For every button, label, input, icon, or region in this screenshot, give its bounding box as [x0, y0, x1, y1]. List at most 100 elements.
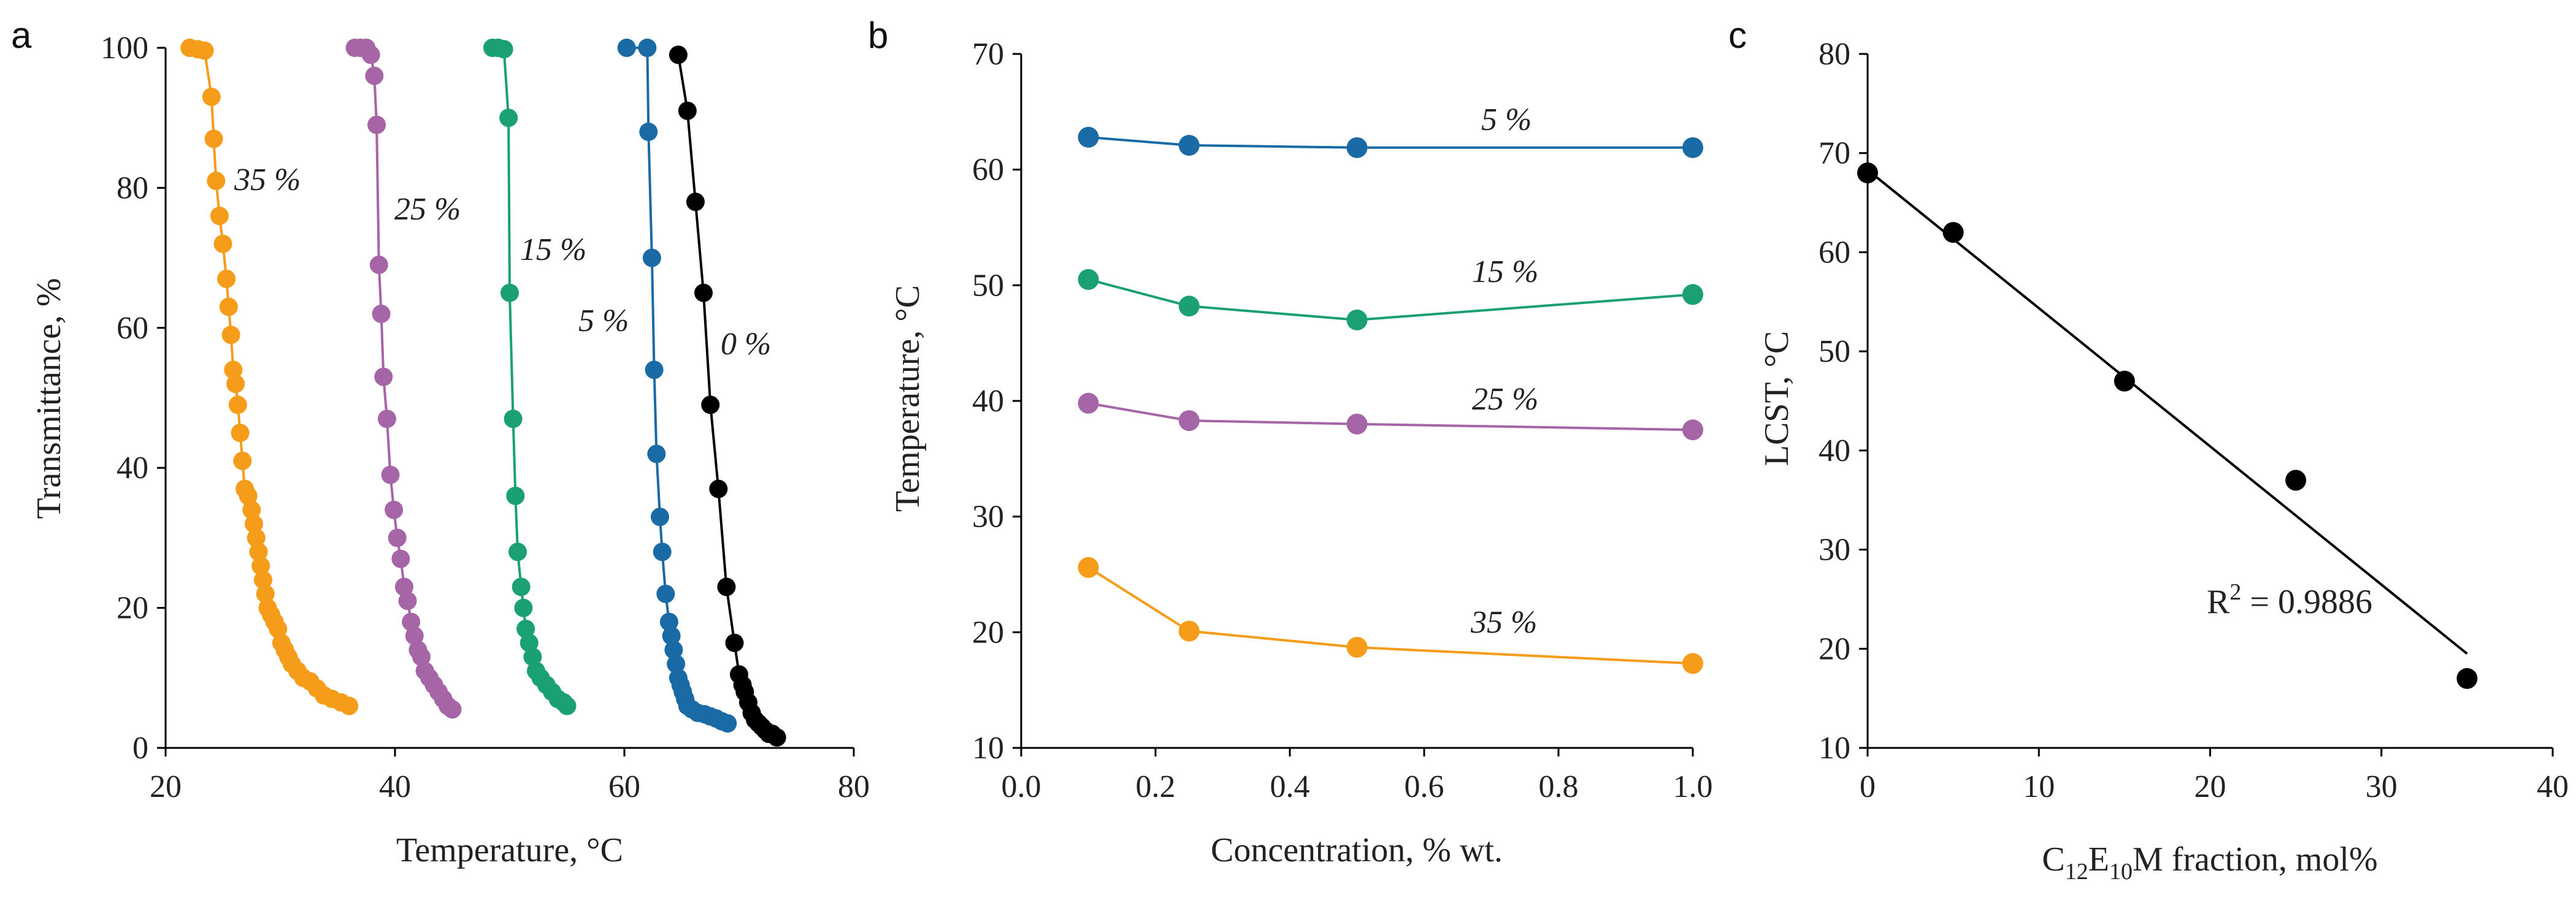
b-data-point: [1178, 410, 1200, 432]
a-data-point: [523, 647, 542, 666]
a-data-point: [516, 619, 535, 638]
a-data-point: [642, 248, 661, 267]
c-x-axis-label: C12E10M fraction, mol%: [2042, 840, 2377, 885]
a-data-point: [369, 256, 388, 275]
a-data-point: [219, 297, 238, 316]
a-data-point: [669, 45, 688, 64]
a-data-point: [650, 508, 669, 527]
a-data-point: [256, 584, 275, 603]
b-y-tick-label: 60: [972, 153, 1004, 188]
a-data-point: [210, 207, 229, 226]
c-y-axis-label: LCST, °C: [1758, 331, 1796, 467]
c-data-point: [2114, 370, 2135, 392]
chart-panel-b: 0.0 0.2 0.4 0.6 0.8 1.0 10 20 30 40 50 60 70 Concent…: [889, 37, 1713, 869]
a-data-point: [251, 557, 270, 576]
b-x-tick-label: 0.0: [1002, 769, 1041, 804]
a-data-point: [398, 592, 417, 611]
a-data-point: [514, 598, 533, 617]
panel-label-c: c: [1728, 15, 1747, 56]
c-x-tick-label: 40: [2537, 769, 2569, 804]
c-y-tick-label: 20: [1819, 631, 1850, 666]
a-data-point: [372, 304, 391, 323]
a-x-tick-label: 20: [150, 769, 182, 804]
a-data-point: [374, 367, 393, 386]
c-y-tick-label: 10: [1819, 731, 1850, 766]
b-series-label-35: 35 %: [1470, 605, 1537, 640]
a-data-point: [686, 192, 705, 211]
a-data-point: [202, 87, 221, 106]
a-data-point: [678, 101, 697, 120]
panel-label-a: a: [11, 15, 32, 56]
a-data-point: [249, 543, 268, 562]
a-y-tick-label: 40: [117, 451, 148, 486]
b-series-label-15: 15 %: [1472, 254, 1538, 289]
a-data-point: [662, 627, 681, 646]
a-y-axis-label: Transmittance, %: [30, 278, 68, 519]
b-data-point: [1346, 137, 1368, 158]
a-data-point: [361, 45, 380, 64]
b-data-point: [1346, 413, 1368, 435]
a-data-point: [221, 326, 240, 345]
a-data-point: [244, 514, 263, 533]
c-data-point: [1942, 222, 1964, 243]
b-data-point: [1078, 392, 1099, 414]
a-data-point: [656, 584, 675, 603]
a-x-tick-label: 60: [608, 769, 640, 804]
a-data-point: [767, 728, 786, 747]
a-data-point: [217, 269, 236, 288]
a-series-line-1: [355, 47, 453, 711]
a-data-point: [394, 577, 413, 596]
c-x-tick-label: 10: [2023, 769, 2055, 804]
a-data-point: [269, 619, 288, 638]
c-y-tick-label: 40: [1819, 433, 1850, 468]
a-data-point: [247, 528, 266, 547]
c-y-tick-label: 60: [1819, 235, 1850, 270]
a-data-point: [377, 410, 396, 429]
a-data-point: [402, 612, 421, 631]
c-y-tick-label: 30: [1819, 533, 1850, 568]
b-x-tick-label: 0.2: [1136, 769, 1176, 804]
a-data-point: [381, 465, 400, 484]
a-data-point: [233, 451, 252, 470]
a-y-tick-label: 80: [117, 170, 148, 205]
a-data-point: [242, 500, 261, 519]
c-data-point: [2285, 470, 2307, 491]
b-data-point: [1682, 419, 1703, 441]
a-data-point: [365, 66, 384, 85]
a-data-point: [499, 109, 518, 128]
a-series-label-35: 35 %: [234, 162, 301, 197]
a-data-point: [226, 375, 245, 394]
b-data-point: [1682, 137, 1703, 158]
a-data-point: [500, 283, 519, 302]
a-data-point: [405, 627, 424, 646]
b-series-line-3: [1087, 566, 1693, 665]
a-data-point: [412, 647, 431, 666]
panel-label-b: b: [868, 15, 888, 56]
a-data-point: [391, 549, 410, 568]
a-y-tick-label: 100: [101, 31, 148, 66]
c-trendline: [1866, 169, 2468, 655]
b-data-point: [1346, 309, 1368, 330]
a-y-tick-label: 20: [117, 591, 148, 626]
a-data-point: [647, 444, 666, 463]
a-data-point: [659, 612, 678, 631]
a-data-point: [638, 39, 657, 57]
a-data-point: [725, 633, 744, 652]
b-y-tick-label: 50: [972, 268, 1004, 303]
a-data-point: [717, 577, 736, 596]
b-data-point: [1078, 269, 1099, 290]
a-data-point: [694, 283, 713, 302]
a-data-point: [709, 479, 728, 498]
b-y-tick-label: 30: [972, 500, 1004, 535]
a-data-point: [195, 41, 214, 60]
a-y-tick-label: 60: [117, 311, 148, 346]
b-x-axis-label: Concentration, % wt.: [1211, 831, 1503, 869]
a-data-point: [519, 633, 539, 652]
a-data-point: [388, 528, 407, 547]
a-data-point: [558, 696, 577, 715]
a-series-label-15: 15 %: [520, 232, 586, 267]
c-x-tick-label: 30: [2366, 769, 2398, 804]
a-data-point: [340, 696, 359, 715]
